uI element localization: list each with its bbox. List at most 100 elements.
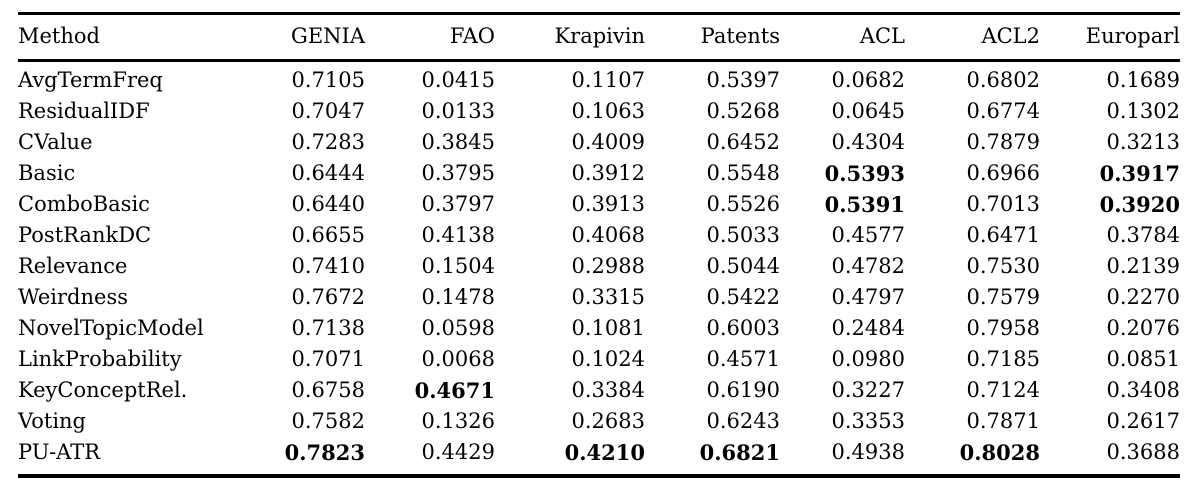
table-header: Method GENIA FAO Krapivin Patents ACL ACL2 Euro… — [18, 13, 1180, 62]
table-row: CValue 0.7283 0.3845 0.4009 0.6452 0.4304 0.78… — [18, 127, 1180, 158]
table-row: KeyConceptRel. 0.6758 0.4671 0.3384 0.6190 0.… — [18, 375, 1180, 406]
score-cell: 0.6243 — [706, 409, 780, 433]
score-cell: 0.7013 — [966, 192, 1040, 216]
score-cell: 0.4009 — [571, 130, 645, 154]
score-cell: 0.7283 — [291, 130, 365, 154]
method-name: LinkProbability — [18, 347, 182, 371]
score-cell: 0.5526 — [706, 192, 780, 216]
score-cell: 0.1689 — [1106, 68, 1180, 92]
score-cell: 0.0682 — [831, 68, 905, 92]
score-cell: 0.4577 — [831, 223, 905, 247]
method-name: Relevance — [18, 254, 128, 278]
score-cell: 0.2683 — [571, 409, 645, 433]
score-cell: 0.0415 — [421, 68, 495, 92]
method-name: AvgTermFreq — [18, 68, 163, 92]
score-cell: 0.3917 — [1099, 161, 1180, 186]
score-cell: 0.7410 — [291, 254, 365, 278]
score-cell: 0.5397 — [706, 68, 780, 92]
method-name: Basic — [18, 161, 76, 185]
score-cell: 0.8028 — [959, 440, 1040, 465]
method-name: KeyConceptRel. — [18, 378, 188, 402]
score-cell: 0.2988 — [571, 254, 645, 278]
score-cell: 0.6003 — [706, 316, 780, 340]
score-cell: 0.0598 — [421, 316, 495, 340]
header-row: Method GENIA FAO Krapivin Patents ACL ACL2 Euro… — [18, 13, 1180, 62]
score-cell: 0.3784 — [1106, 223, 1180, 247]
column-header-method: Method — [18, 13, 233, 62]
method-name: CValue — [18, 130, 93, 154]
column-header-acl: ACL — [780, 13, 905, 62]
score-cell: 0.4938 — [831, 440, 905, 464]
score-cell: 0.4068 — [571, 223, 645, 247]
score-cell: 0.1326 — [421, 409, 495, 433]
score-cell: 0.4304 — [831, 130, 905, 154]
column-header-acl2: ACL2 — [905, 13, 1040, 62]
score-cell: 0.7582 — [291, 409, 365, 433]
score-cell: 0.5391 — [824, 192, 905, 217]
score-cell: 0.0851 — [1106, 347, 1180, 371]
table-row: AvgTermFreq 0.7105 0.0415 0.1107 0.5397 0.068… — [18, 61, 1180, 97]
column-header-patents: Patents — [645, 13, 780, 62]
score-cell: 0.7530 — [966, 254, 1040, 278]
score-cell: 0.4210 — [564, 440, 645, 465]
score-cell: 0.1024 — [571, 347, 645, 371]
score-cell: 0.7105 — [291, 68, 365, 92]
score-cell: 0.6966 — [966, 161, 1040, 185]
score-cell: 0.7124 — [966, 378, 1040, 402]
score-cell: 0.4797 — [831, 285, 905, 309]
score-cell: 0.6190 — [706, 378, 780, 402]
score-cell: 0.6440 — [291, 192, 365, 216]
column-header-krapivin: Krapivin — [495, 13, 645, 62]
score-cell: 0.0980 — [831, 347, 905, 371]
score-cell: 0.5422 — [706, 285, 780, 309]
column-header-europarl: Europarl — [1040, 13, 1180, 62]
table-row: PostRankDC 0.6655 0.4138 0.4068 0.5033 0.4577… — [18, 220, 1180, 251]
score-cell: 0.1478 — [421, 285, 495, 309]
score-cell: 0.7579 — [966, 285, 1040, 309]
score-cell: 0.7138 — [291, 316, 365, 340]
score-cell: 0.6758 — [291, 378, 365, 402]
score-cell: 0.6655 — [291, 223, 365, 247]
score-cell: 0.3920 — [1099, 192, 1180, 217]
method-name: ComboBasic — [18, 192, 150, 216]
score-cell: 0.1063 — [571, 99, 645, 123]
score-cell: 0.7185 — [966, 347, 1040, 371]
score-cell: 0.0645 — [831, 99, 905, 123]
score-cell: 0.2139 — [1106, 254, 1180, 278]
score-cell: 0.3353 — [831, 409, 905, 433]
results-table: Method GENIA FAO Krapivin Patents ACL ACL2 Euro… — [18, 12, 1180, 478]
score-cell: 0.2076 — [1106, 316, 1180, 340]
score-cell: 0.7071 — [291, 347, 365, 371]
table-row: NovelTopicModel 0.7138 0.0598 0.1081 0.6003 0… — [18, 313, 1180, 344]
table-row: ComboBasic 0.6440 0.3797 0.3913 0.5526 0.5391… — [18, 189, 1180, 220]
score-cell: 0.7958 — [966, 316, 1040, 340]
score-cell: 0.3912 — [571, 161, 645, 185]
table-body: AvgTermFreq 0.7105 0.0415 0.1107 0.5397 0.068… — [18, 61, 1180, 477]
method-name: PU-ATR — [18, 440, 101, 464]
score-cell: 0.0133 — [421, 99, 495, 123]
score-cell: 0.5548 — [706, 161, 780, 185]
column-header-genia: GENIA — [233, 13, 365, 62]
score-cell: 0.6471 — [966, 223, 1040, 247]
score-cell: 0.4671 — [414, 378, 495, 403]
score-cell: 0.7823 — [284, 440, 365, 465]
score-cell: 0.3795 — [421, 161, 495, 185]
score-cell: 0.5268 — [706, 99, 780, 123]
score-cell: 0.4782 — [831, 254, 905, 278]
paper-table-figure: Method GENIA FAO Krapivin Patents ACL ACL2 Euro… — [18, 12, 1180, 478]
score-cell: 0.4138 — [421, 223, 495, 247]
table-row: ResidualIDF 0.7047 0.0133 0.1063 0.5268 0.064… — [18, 96, 1180, 127]
score-cell: 0.5044 — [706, 254, 780, 278]
method-name: Voting — [18, 409, 87, 433]
score-cell: 0.7047 — [291, 99, 365, 123]
score-cell: 0.7871 — [966, 409, 1040, 433]
score-cell: 0.3384 — [571, 378, 645, 402]
score-cell: 0.4429 — [421, 440, 495, 464]
score-cell: 0.3797 — [421, 192, 495, 216]
column-header-fao: FAO — [365, 13, 495, 62]
score-cell: 0.7879 — [966, 130, 1040, 154]
method-name: Weirdness — [18, 285, 129, 309]
method-name: PostRankDC — [18, 223, 152, 247]
score-cell: 0.3227 — [831, 378, 905, 402]
table-row: Relevance 0.7410 0.1504 0.2988 0.5044 0.4782 0… — [18, 251, 1180, 282]
